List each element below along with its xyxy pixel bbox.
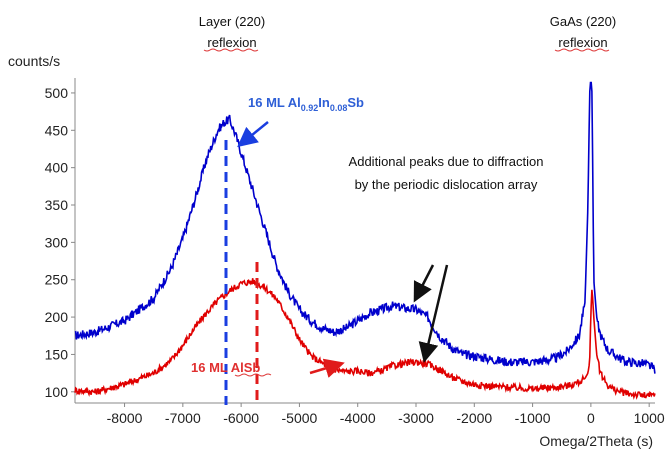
x-tick-label: -1000 — [515, 410, 551, 426]
x-tick-group: -8000 -7000 -6000 -5000 -4000 -3000 -2000 -1000… — [107, 403, 665, 426]
y-tick-label: 300 — [45, 234, 69, 250]
y-tick-group: 100 150 200 250 300 350 400 450 500 — [45, 85, 75, 400]
peak-arrow-2 — [418, 264, 449, 363]
y-tick-label: 350 — [45, 197, 69, 213]
red-label-squiggle — [234, 373, 272, 377]
blue-series-label: 16 ML Al0.92In0.08Sb — [248, 95, 364, 113]
red-series-label: 16 ML AlSb — [191, 360, 260, 375]
y-tick-label: 450 — [45, 122, 69, 138]
x-axis-label: Omega/2Theta (s) — [539, 433, 653, 449]
layer-reflexion-title: Layer (220) — [199, 14, 265, 29]
x-tick-label: -7000 — [165, 410, 201, 426]
y-tick-label: 200 — [45, 309, 69, 325]
x-tick-label: -8000 — [107, 410, 143, 426]
gaas-reflexion-sub: reflexion — [558, 35, 607, 50]
x-tick-label: 1000 — [634, 410, 665, 426]
y-tick-label: 150 — [45, 346, 69, 362]
blue-label-arrow — [237, 121, 269, 148]
x-tick-label: -6000 — [223, 410, 259, 426]
gaas-reflexion-squiggle — [554, 48, 610, 52]
peak-arrow-1 — [413, 264, 435, 303]
red-series-line — [74, 278, 656, 400]
gaas-reflexion-title: GaAs (220) — [550, 14, 616, 29]
y-tick-label: 400 — [45, 160, 69, 176]
blue-series-line — [74, 81, 656, 374]
additional-peaks-line1: Additional peaks due to diffraction — [349, 154, 544, 169]
y-tick-label: 500 — [45, 85, 69, 101]
y-tick-label: 100 — [45, 384, 69, 400]
layer-reflexion-sub: reflexion — [207, 35, 256, 50]
x-tick-label: -2000 — [456, 410, 492, 426]
x-tick-label: -4000 — [340, 410, 376, 426]
y-tick-label: 250 — [45, 272, 69, 288]
x-tick-label: -3000 — [398, 410, 434, 426]
x-tick-label: -5000 — [282, 410, 318, 426]
additional-peaks-line2: by the periodic dislocation array — [355, 177, 538, 192]
red-label-arrow — [309, 358, 345, 378]
y-axis-label: counts/s — [8, 53, 60, 69]
layer-reflexion-squiggle — [203, 48, 259, 52]
x-tick-label: 0 — [587, 410, 595, 426]
series-group — [74, 81, 656, 400]
